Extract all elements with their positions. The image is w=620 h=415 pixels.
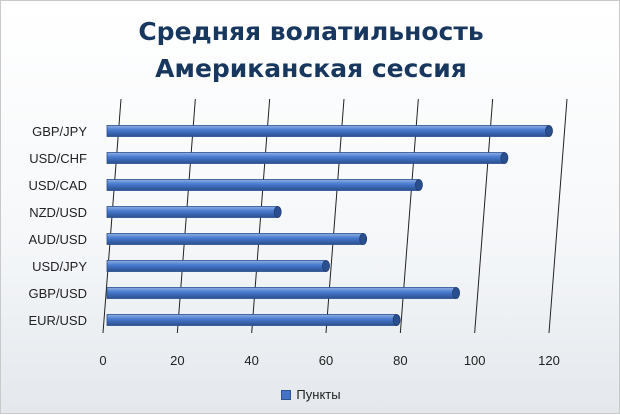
x-tick-label: 0 bbox=[99, 353, 106, 368]
bar-end-cap bbox=[452, 287, 460, 299]
gridline-x bbox=[548, 98, 568, 334]
x-tick-label: 100 bbox=[464, 353, 486, 368]
y-category-label: USD/CHF bbox=[29, 151, 87, 166]
bar bbox=[106, 287, 457, 299]
bar bbox=[106, 125, 550, 137]
x-tick-label: 60 bbox=[319, 353, 333, 368]
legend-swatch bbox=[281, 389, 292, 400]
bar bbox=[106, 233, 364, 245]
bar bbox=[106, 314, 398, 326]
chart-title: Средняя волатильность Американская сесси… bbox=[1, 13, 620, 87]
x-tick-label: 20 bbox=[170, 353, 184, 368]
bar-end-cap bbox=[500, 152, 509, 164]
bar-end-cap bbox=[392, 314, 401, 326]
chart-title-line-2: Американская сессия bbox=[155, 54, 467, 83]
bar bbox=[106, 206, 279, 218]
bar-end-cap bbox=[415, 179, 423, 191]
gridline-x bbox=[474, 98, 494, 334]
legend-label: Пункты bbox=[296, 387, 341, 402]
bar-end-cap bbox=[545, 125, 553, 137]
y-category-label: EUR/USD bbox=[28, 313, 87, 328]
bar bbox=[106, 179, 420, 191]
bar-end-cap bbox=[273, 206, 282, 218]
x-tick-label: 80 bbox=[393, 353, 407, 368]
y-category-label: USD/CAD bbox=[28, 178, 87, 193]
y-category-label: USD/JPY bbox=[32, 259, 87, 274]
bar-end-cap bbox=[359, 233, 368, 245]
y-category-label: GBP/USD bbox=[28, 286, 87, 301]
bar-end-cap bbox=[322, 260, 330, 272]
x-tick-label: 120 bbox=[538, 353, 560, 368]
x-tick-label: 40 bbox=[244, 353, 258, 368]
legend: Пункты bbox=[1, 387, 620, 402]
y-category-label: NZD/USD bbox=[29, 205, 87, 220]
chart-title-line-1: Средняя волатильность bbox=[138, 17, 484, 46]
y-category-label: GBP/JPY bbox=[32, 124, 87, 139]
bar bbox=[106, 260, 327, 272]
bar bbox=[106, 152, 505, 164]
y-category-label: AUD/USD bbox=[28, 232, 87, 247]
